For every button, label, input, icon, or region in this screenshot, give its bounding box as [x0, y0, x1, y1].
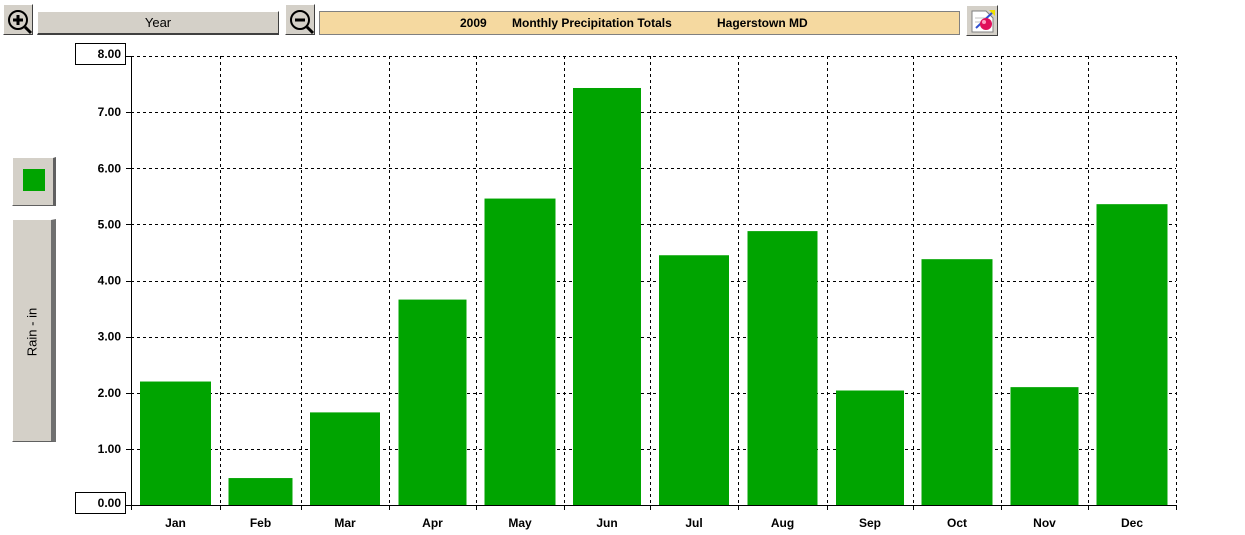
bar-apr[interactable]	[398, 299, 467, 505]
y-tick-label: 4.00	[98, 274, 122, 288]
x-tick-label: Jan	[165, 516, 186, 530]
bar-mar[interactable]	[310, 412, 380, 505]
bar-jul[interactable]	[659, 255, 729, 505]
tick-labels: Jan Feb Mar Apr May Jun Jul Aug Sep Oct Nov Dec 1.00…	[98, 105, 1144, 530]
x-tick-label: Jun	[596, 516, 617, 530]
y-tick-label: 5.00	[98, 217, 122, 231]
x-tick-label: Aug	[771, 516, 794, 530]
x-tick-label: Dec	[1121, 516, 1143, 530]
y-max-input[interactable]: 8.00	[75, 43, 126, 65]
zoom-out-button[interactable]	[285, 4, 315, 35]
bar-jun[interactable]	[573, 87, 641, 506]
y-tick-label: 2.00	[98, 386, 122, 400]
y-tick-label: 7.00	[98, 105, 122, 119]
legend-button[interactable]	[12, 157, 56, 206]
y-tick-label: 6.00	[98, 161, 122, 175]
bar-feb[interactable]	[228, 478, 293, 505]
print-button[interactable]	[966, 5, 998, 36]
y-axis-label-button[interactable]: Rain - in	[12, 219, 56, 442]
bar-may[interactable]	[484, 198, 556, 505]
zoom-out-icon	[290, 10, 315, 35]
period-button[interactable]: Year	[37, 11, 279, 35]
bar-dec[interactable]	[1096, 204, 1168, 506]
bar-nov[interactable]	[1010, 387, 1079, 505]
y-min-input[interactable]: 0.00	[75, 492, 126, 514]
bars	[140, 87, 1168, 506]
zoom-in-icon	[8, 10, 33, 35]
zoom-in-button[interactable]	[3, 4, 33, 35]
print-icon	[971, 10, 995, 33]
x-tick-label: Mar	[334, 516, 356, 530]
legend-swatch	[23, 169, 45, 191]
bar-jan[interactable]	[140, 381, 211, 505]
axes	[126, 56, 1177, 510]
chart-title-bar: 2009 Monthly Precipitation Totals Hagers…	[319, 11, 960, 35]
y-tick-label: 3.00	[98, 330, 122, 344]
chart-title: Monthly Precipitation Totals	[512, 16, 672, 30]
x-tick-label: Nov	[1033, 516, 1056, 530]
x-tick-label: Oct	[947, 516, 967, 530]
title-location: Hagerstown MD	[717, 16, 808, 30]
bar-aug[interactable]	[747, 231, 818, 506]
x-tick-label: May	[508, 516, 532, 530]
x-tick-label: Apr	[422, 516, 443, 530]
y-tick-label: 1.00	[98, 442, 122, 456]
bar-sep[interactable]	[836, 390, 904, 505]
bar-oct[interactable]	[921, 259, 993, 505]
x-tick-label: Jul	[685, 516, 702, 530]
x-tick-label: Sep	[859, 516, 881, 530]
title-year: 2009	[460, 16, 487, 30]
x-tick-label: Feb	[250, 516, 271, 530]
